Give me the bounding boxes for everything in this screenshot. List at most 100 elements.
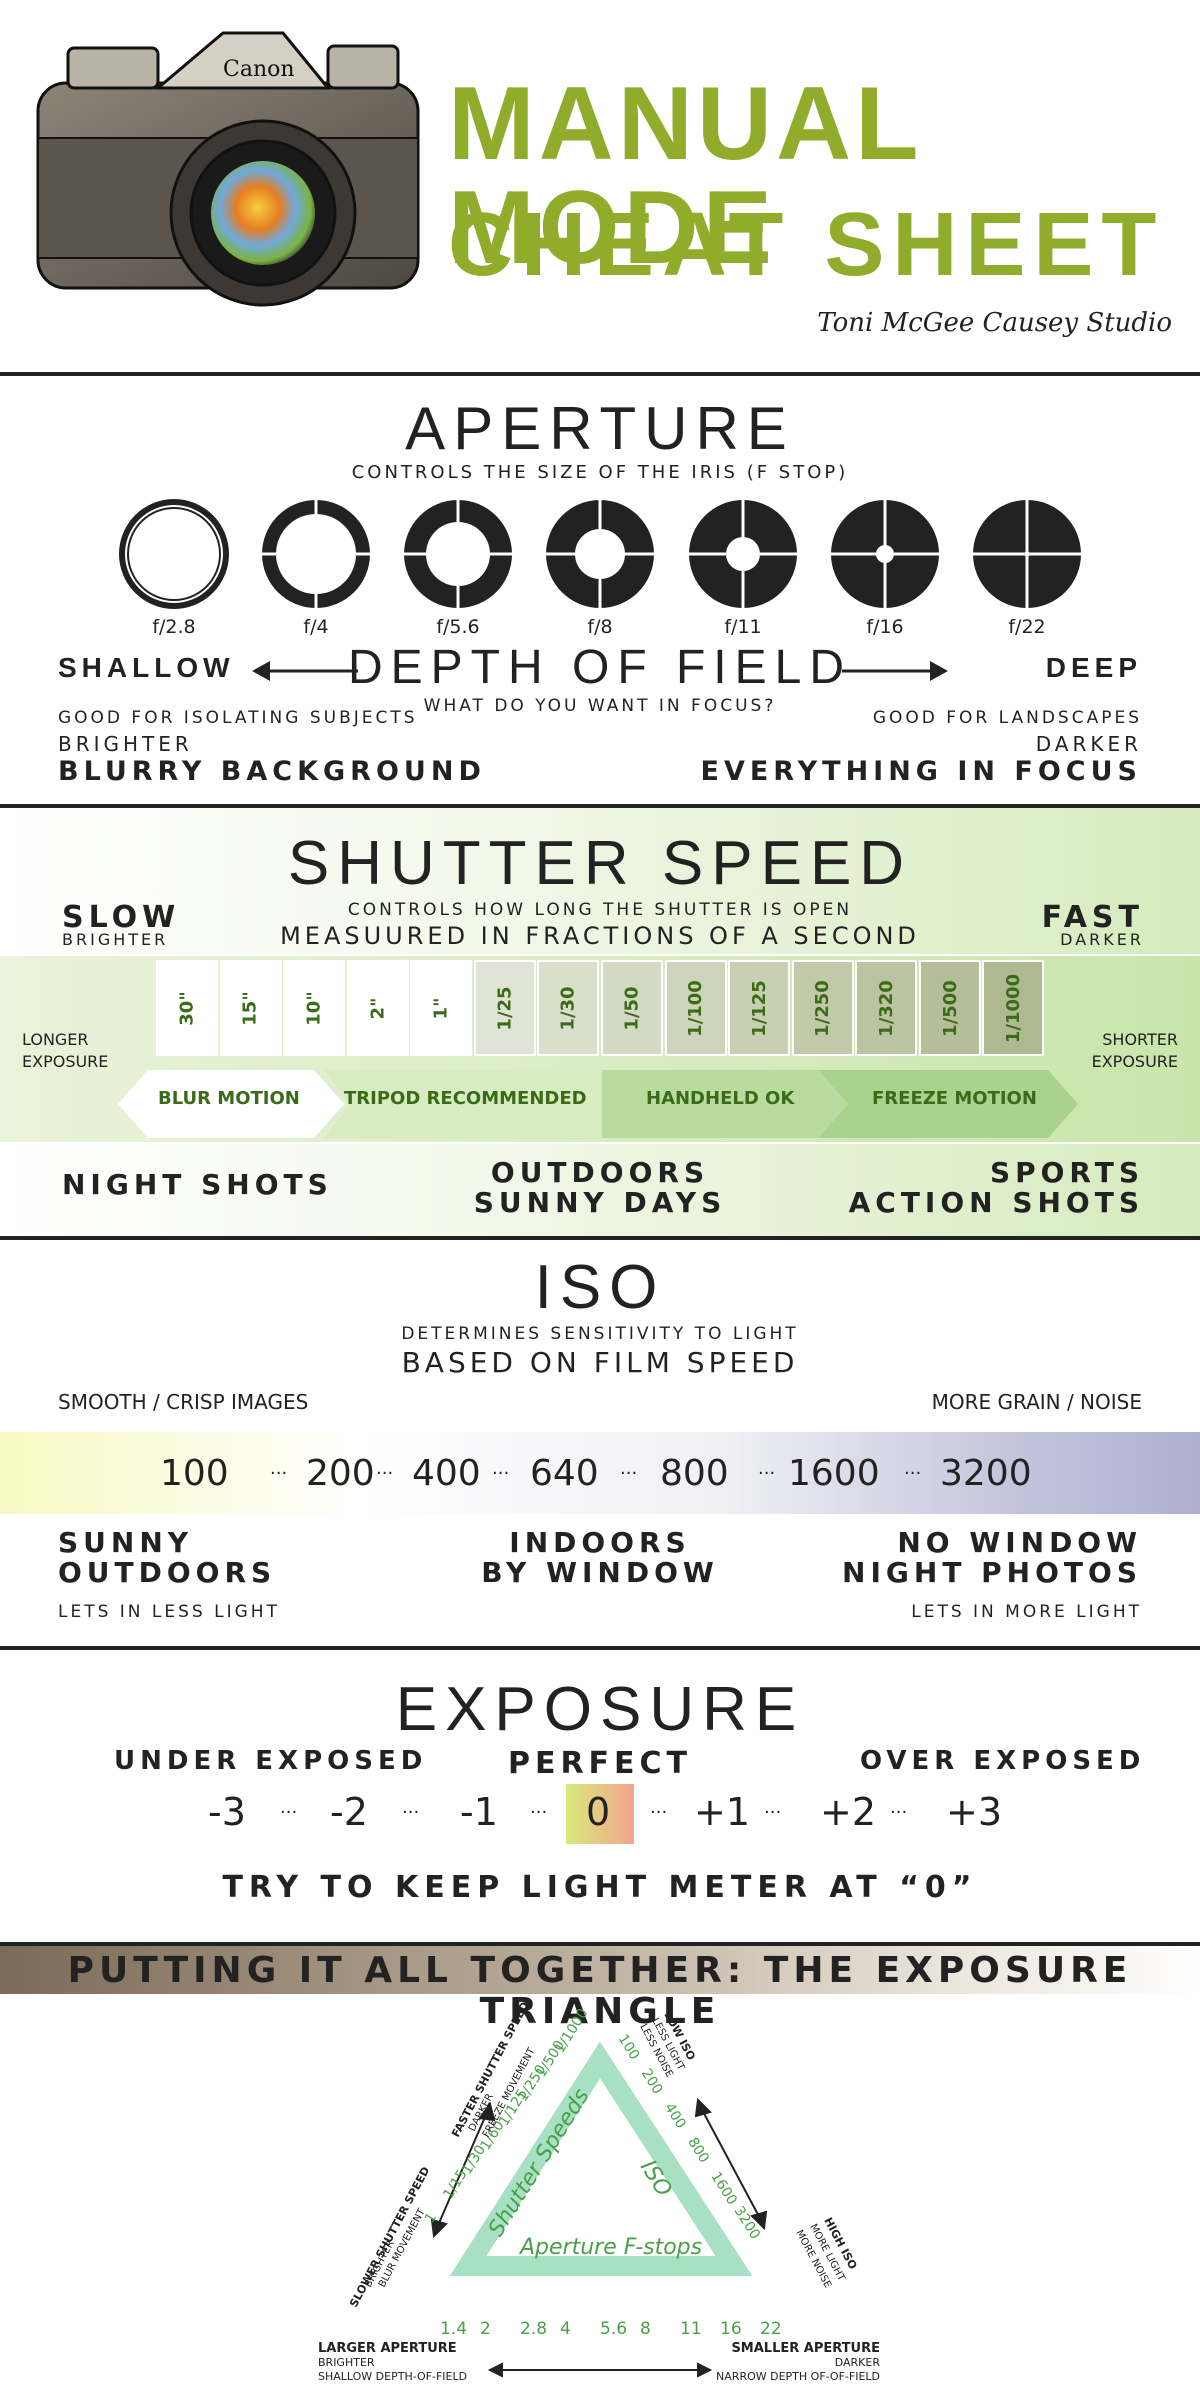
night-shots: NIGHT SHOTS: [62, 1168, 333, 1201]
aperture-section: APERTURE CONTROLS THE SIZE OF THE IRIS (…: [0, 376, 1200, 804]
triangle-value: 100: [615, 2032, 643, 2063]
iso-scale: 100 200 400 640 800 1600 3200 ··· ··· ··· ··· ··· ··…: [0, 1432, 1200, 1514]
divider: [0, 804, 1200, 808]
triangle-value: 1600: [707, 2169, 739, 2208]
fstop-label: f/2.8: [152, 616, 196, 638]
speed-tick: 30": [156, 960, 218, 1056]
iso-right-note: MORE GRAIN / NOISE: [931, 1390, 1142, 1414]
speed-value: 1/125: [748, 979, 770, 1037]
exposure-title: EXPOSURE: [395, 1675, 805, 1744]
exposure-triangle: Shutter Speeds ISO Aperture F-stops 11/1…: [318, 2000, 881, 2383]
shallow-label: SHALLOW: [58, 652, 235, 683]
title-line1: MANUAL MODE: [448, 66, 921, 286]
aperture-subtitle: CONTROLS THE SIZE OF THE IRIS (F STOP): [351, 462, 849, 483]
speed-value: 30": [176, 990, 198, 1026]
left-note2: BRIGHTER: [58, 732, 193, 756]
under-exposed: UNDER EXPOSED: [114, 1746, 428, 1776]
camera-illustration: Canon: [36, 31, 420, 307]
meter-value: +3: [946, 1790, 1003, 1834]
speed-tick: 1/1000: [982, 960, 1045, 1056]
fstop-value: 8: [640, 2319, 651, 2339]
longer-exposure-label: EXPOSURE: [22, 1052, 109, 1071]
iso-separator: ···: [758, 1462, 776, 1484]
shorter-exposure-label: EXPOSURE: [1091, 1052, 1178, 1071]
divider: [0, 372, 1200, 376]
left-note3: BLURRY BACKGROUND: [58, 756, 486, 787]
fstop-value: 1.4: [440, 2319, 467, 2339]
depth-of-field-sub: WHAT DO YOU WANT IN FOCUS?: [423, 696, 777, 716]
action-shots: ACTION SHOTS: [848, 1186, 1144, 1219]
sports: SPORTS: [989, 1156, 1144, 1189]
triangle-value: 400: [661, 2100, 689, 2131]
depth-of-field-label: DEPTH OF FIELD: [347, 641, 853, 694]
meter-value: +1: [694, 1790, 751, 1834]
fast-label: FAST: [1041, 900, 1144, 935]
camera-brand: Canon: [223, 57, 295, 82]
meter-dots: ···: [650, 1802, 668, 1823]
iso-value: 800: [660, 1452, 729, 1494]
fstop-value: 5.6: [600, 2319, 627, 2339]
iso-separator: ···: [270, 1462, 288, 1484]
speed-value: 2": [367, 997, 389, 1019]
iso-value: 3200: [940, 1452, 1032, 1494]
speed-tick: 1/500: [918, 960, 981, 1056]
speed-value: 1": [430, 997, 452, 1019]
speed-value: 1/50: [621, 985, 643, 1031]
speed-tick: 1/250: [791, 960, 854, 1056]
over-exposed: OVER EXPOSED: [860, 1746, 1146, 1776]
band-freeze: FREEZE MOTION: [872, 1088, 1037, 1109]
larger-aperture-2: BRIGHTER: [318, 2356, 375, 2369]
fstop-label: f/22: [1008, 616, 1046, 638]
band-handheld: HANDHELD OK: [646, 1088, 795, 1109]
fstop-value: 11: [680, 2319, 702, 2339]
meter-value: -2: [330, 1790, 368, 1834]
slow-label: SLOW: [62, 900, 181, 935]
iso-title: ISO: [534, 1253, 666, 1322]
speed-tick: 1/50: [601, 960, 663, 1056]
exposure-section: EXPOSURE UNDER EXPOSED PERFECT OVER EXPO…: [0, 1650, 1200, 1942]
meter-dots: ···: [890, 1802, 908, 1823]
meter-tip: TRY TO KEEP LIGHT METER AT “0”: [222, 1870, 978, 1905]
arrow-right-icon: [842, 661, 948, 681]
meter-dots: ···: [530, 1802, 548, 1823]
iso-section: ISO DETERMINES SENSITIVITY TO LIGHT BASE…: [0, 1240, 1200, 1646]
larger-aperture-3: SHALLOW DEPTH-OF-FIELD: [318, 2370, 467, 2383]
meter-dots: ···: [280, 1802, 298, 1823]
shutter-section: SHUTTER SPEED CONTROLS HOW LONG THE SHUT…: [0, 808, 1200, 1236]
fast-sub: DARKER: [1060, 930, 1144, 949]
speed-value: 1/320: [875, 979, 897, 1037]
shutter-title: SHUTTER SPEED: [287, 829, 913, 898]
iso-value: 400: [412, 1452, 481, 1494]
aperture-icons: [119, 499, 1081, 609]
sunny-days: SUNNY DAYS: [473, 1186, 727, 1219]
aperture-side-label: Aperture F-stops: [518, 2235, 702, 2260]
meter-dots: ···: [764, 1802, 782, 1823]
header: Canon MANUAL MODE CHEAT SHEET Toni McGee…: [0, 0, 1200, 372]
fstop-label: f/8: [587, 616, 613, 638]
band-tripod: TRIPOD RECOMMENDED: [344, 1088, 587, 1109]
iso-left-small: LETS IN LESS LIGHT: [58, 1602, 280, 1622]
speed-tick: 1/100: [664, 960, 727, 1056]
iso-separator: ···: [620, 1462, 638, 1484]
slow-sub: BRIGHTER: [62, 930, 169, 949]
speed-value: 1/100: [685, 979, 707, 1037]
fstop-label: f/5.6: [436, 616, 480, 638]
fstop-value: 2.8: [520, 2319, 547, 2339]
iso-separator: ···: [904, 1462, 922, 1484]
smaller-aperture-2: DARKER: [835, 2356, 881, 2369]
meter-value: +2: [820, 1790, 877, 1834]
speed-value: 10": [303, 990, 325, 1026]
slower-shutter-1: SLOWER SHUTTER SPEED: [347, 2165, 432, 2310]
shutter-sub1: CONTROLS HOW LONG THE SHUTTER IS OPEN: [347, 900, 853, 920]
meter-dots: ···: [402, 1802, 420, 1823]
triangle-banner: [0, 1946, 1200, 1994]
perfect-label: PERFECT: [507, 1746, 693, 1781]
speed-value: 1/250: [812, 979, 834, 1037]
divider: [0, 1646, 1200, 1650]
longer-label: LONGER: [22, 1030, 89, 1049]
iso-value: 100: [160, 1452, 229, 1494]
fstop-label: f/4: [303, 616, 329, 638]
speed-tick: 10": [283, 960, 346, 1056]
speed-value: 1/25: [494, 985, 516, 1031]
iso-separator: ···: [492, 1462, 510, 1484]
